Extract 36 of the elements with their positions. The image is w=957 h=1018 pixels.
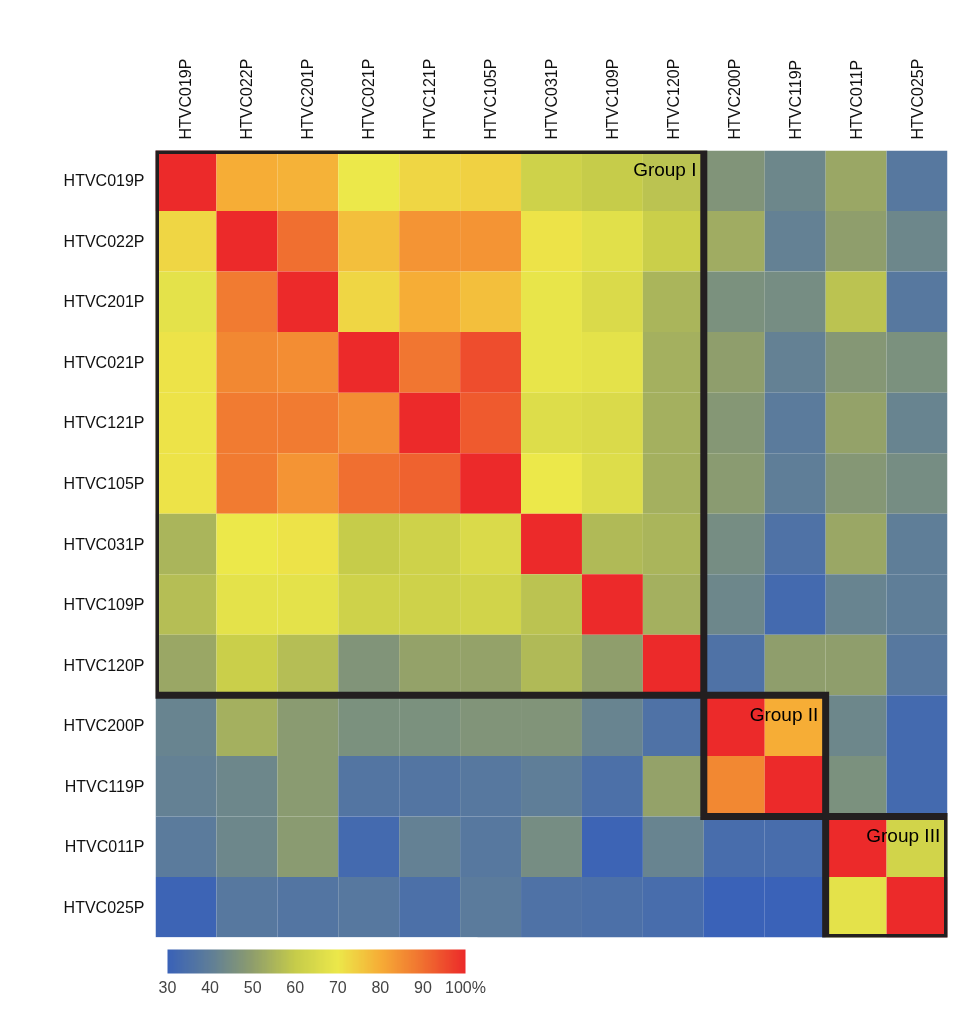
x-tick-label: HTVC021P (360, 58, 378, 140)
x-tick-label: HTVC201P (299, 58, 317, 140)
x-tick-label: HTVC121P (421, 58, 439, 140)
x-tick-label: HTVC025P (908, 58, 926, 140)
x-tick-label: HTVC011P (847, 59, 865, 140)
y-tick-label: HTVC119P (64, 777, 145, 795)
annotation: Group I (633, 158, 697, 180)
x-tick-label: HTVC105P (482, 58, 500, 140)
x-tick-label: HTVC031P (543, 58, 560, 140)
y-tick-label: HTVC200P (63, 717, 145, 735)
y-tick-label: HTVC019P (63, 172, 145, 190)
color-bar-label: 90 (414, 978, 432, 996)
y-tick-label: HTVC105P (63, 474, 145, 492)
x-tick-label: HTVC119P (786, 59, 804, 140)
x-tick-label: HTVC200P (725, 58, 743, 140)
x-tick-label: HTVC109P (603, 58, 621, 140)
annotation: Group II (749, 703, 819, 725)
color-bar-label: 100% (445, 978, 486, 996)
y-tick-label: HTVC011P (64, 838, 145, 856)
color-bar-label: 80 (371, 978, 390, 996)
x-tick-label: HTVC019P (177, 58, 195, 140)
color-bar-label: 70 (328, 978, 347, 996)
y-tick-label: HTVC109P (63, 596, 145, 614)
y-tick-label: HTVC022P (63, 232, 145, 250)
y-tick-label: HTVC021P (63, 353, 145, 371)
x-tick-label: HTVC120P (664, 58, 682, 140)
color-bar-label: 50 (243, 978, 262, 996)
color-bar-label: 30 (158, 978, 177, 996)
y-tick-label: HTVC031P (63, 535, 145, 553)
y-tick-label: HTVC121P (63, 414, 145, 432)
y-tick-label: HTVC201P (63, 293, 145, 311)
color-bar-label: 40 (201, 978, 220, 996)
color-bar-label: 60 (286, 978, 305, 996)
x-tick-label: HTVC022P (238, 58, 256, 140)
y-tick-label: HTVC120P (63, 656, 145, 674)
y-tick-label: HTVC025P (63, 898, 145, 916)
